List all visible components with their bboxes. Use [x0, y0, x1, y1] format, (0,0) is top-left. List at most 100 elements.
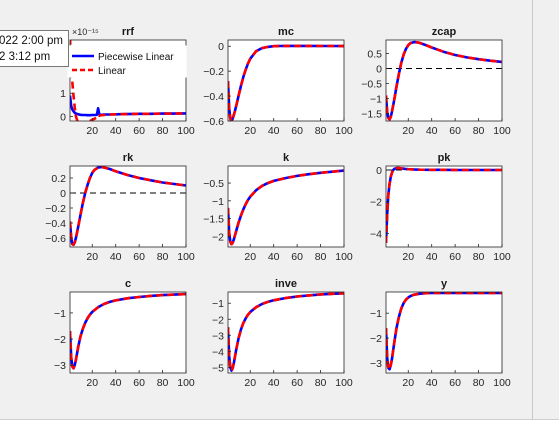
- x-tick-label: 40: [426, 377, 438, 389]
- window-right-edge: [532, 0, 533, 420]
- axes-box: [385, 165, 503, 248]
- subplot-title: rrf: [122, 26, 135, 38]
- x-tick-label: 80: [473, 125, 485, 137]
- x-tick-label: 40: [268, 251, 280, 263]
- legend-label-linear: Linear: [98, 66, 126, 77]
- x-tick-label: 60: [449, 125, 461, 137]
- y-tick-label: −0.6: [45, 233, 66, 245]
- y-tick-label: −2: [212, 314, 224, 326]
- y-tick-label: −1.5: [361, 109, 382, 121]
- y-tick-label: −1: [212, 298, 224, 310]
- series-line-linear: [228, 44, 344, 121]
- subplot-title: y: [441, 278, 448, 290]
- axes-background: [386, 292, 502, 373]
- y-tick-label: −5: [212, 362, 224, 374]
- x-tick-label: 40: [268, 125, 280, 137]
- axes-background: [70, 166, 186, 247]
- x-tick-label: 80: [315, 251, 327, 263]
- x-tick-label: 20: [86, 125, 98, 137]
- x-tick-label: 80: [157, 377, 169, 389]
- tooltip-line-2: 2 3:12 pm: [0, 51, 51, 63]
- y-exponent-label: ×10⁻¹⁵: [72, 27, 99, 37]
- subplot-pk: 20 40 60 80 100 −4 −2 0 pk: [370, 152, 511, 263]
- x-tick-label: 20: [244, 251, 256, 263]
- series-line-linear: [70, 40, 186, 121]
- x-tick-label: 40: [426, 125, 438, 137]
- series-line-linear: [70, 292, 186, 370]
- window-bottom-strip: [0, 419, 559, 426]
- y-tick-label: −4: [370, 229, 382, 241]
- x-tick-label: 60: [291, 125, 303, 137]
- axes-box: [385, 291, 503, 374]
- y-tick-label: −1: [370, 94, 382, 106]
- datetime-tooltip: 022 2:00 pm 2 3:12 pm: [0, 30, 69, 67]
- x-tick-label: 60: [133, 377, 145, 389]
- subplot-title: inve: [275, 278, 297, 290]
- y-tick-label: 0: [60, 188, 66, 200]
- axes-background: [228, 166, 344, 247]
- x-tick-label: 100: [335, 251, 353, 263]
- series-group: [386, 166, 502, 244]
- subplot-title: rk: [123, 152, 134, 164]
- series-line-linear: [228, 292, 344, 372]
- y-tick-label: −0.4: [45, 218, 66, 230]
- x-tick-label: 80: [315, 125, 327, 137]
- y-tick-label: −1: [54, 308, 66, 320]
- series-line-linear: [228, 169, 344, 246]
- series-group: [228, 44, 344, 121]
- subplot-title: mc: [278, 26, 294, 38]
- axes-background: [70, 292, 186, 373]
- x-tick-label: 40: [110, 377, 122, 389]
- x-tick-label: 20: [402, 251, 414, 263]
- subplot-title: k: [283, 152, 290, 164]
- x-tick-label: 80: [473, 377, 485, 389]
- x-tick-label: 60: [133, 251, 145, 263]
- x-tick-label: 60: [449, 377, 461, 389]
- x-tick-label: 20: [402, 377, 414, 389]
- subplot-c: 20 40 60 80 100 −3 −2 −1 c: [54, 278, 195, 389]
- subplot-title: c: [125, 278, 131, 290]
- x-tick-label: 60: [449, 251, 461, 263]
- axes-background: [386, 166, 502, 247]
- y-tick-label: 0: [60, 111, 66, 123]
- x-tick-label: 60: [291, 377, 303, 389]
- y-tick-label: −0.2: [203, 66, 224, 78]
- x-tick-label: 20: [244, 125, 256, 137]
- x-tick-label: 100: [335, 377, 353, 389]
- series-group: [228, 292, 344, 372]
- subplot-rrf: 20 40 60 80 100 0 1 rrf ×10⁻¹⁵: [60, 26, 195, 137]
- axes-box: [227, 165, 345, 248]
- y-tick-label: −1.5: [203, 214, 224, 226]
- subplot-title: zcap: [432, 26, 457, 38]
- x-tick-label: 100: [335, 125, 353, 137]
- x-tick-label: 20: [86, 251, 98, 263]
- y-tick-label: −4: [212, 346, 224, 358]
- x-tick-label: 80: [473, 251, 485, 263]
- legend-box: [67, 45, 187, 78]
- x-tick-label: 40: [426, 251, 438, 263]
- series-group: [70, 166, 186, 247]
- y-tick-label: −2: [54, 334, 66, 346]
- y-tick-label: 1: [60, 88, 66, 100]
- series-group: [386, 40, 502, 121]
- series-group: [70, 292, 186, 370]
- x-tick-label: 20: [86, 377, 98, 389]
- x-tick-label: 80: [157, 251, 169, 263]
- subplot-mc: 20 40 60 80 100 −0.6 −0.4 −0.2 0 mc: [203, 26, 353, 137]
- y-tick-label: −0.5: [361, 79, 382, 91]
- series-group: [386, 292, 502, 371]
- y-tick-label: −0.2: [45, 203, 66, 215]
- axes-box: [385, 39, 503, 122]
- axes-box: [69, 291, 187, 374]
- x-tick-label: 100: [493, 377, 511, 389]
- subplot-rk: 20 40 60 80 100 −0.6 −0.4 −0.2 0 0.2 rk: [45, 152, 195, 263]
- x-tick-label: 60: [133, 125, 145, 137]
- y-tick-label: −2: [370, 197, 382, 209]
- x-tick-label: 40: [110, 251, 122, 263]
- axes-box: [69, 165, 187, 248]
- y-tick-label: −0.6: [203, 116, 224, 128]
- y-tick-label: −0.4: [203, 91, 224, 103]
- axes-background: [228, 292, 344, 373]
